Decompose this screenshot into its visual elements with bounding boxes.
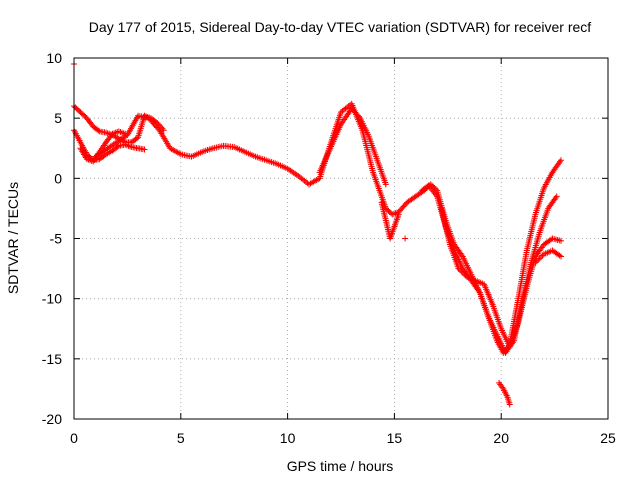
plot-frame — [73, 57, 609, 420]
y-tick-label: -20 — [42, 411, 62, 427]
x-tick-label: 0 — [70, 430, 78, 446]
data-point-marker — [558, 237, 565, 244]
data-point-marker — [533, 258, 540, 265]
data-point-marker — [424, 183, 431, 190]
data-point-marker — [536, 255, 543, 262]
x-tick-label: 10 — [280, 430, 296, 446]
series-arc-10 — [496, 379, 513, 408]
data-point-marker — [532, 259, 539, 266]
data-point-marker — [535, 256, 542, 263]
x-axis-label: GPS time / hours — [287, 458, 394, 474]
data-point-marker — [462, 272, 469, 279]
y-tick-label: 5 — [54, 110, 62, 126]
x-tick-label: 25 — [600, 430, 616, 446]
data-point-marker — [458, 268, 465, 275]
data-point-marker — [558, 253, 565, 260]
data-point-marker — [95, 127, 102, 134]
y-tick-label: -10 — [42, 291, 62, 307]
data-point-marker — [461, 271, 468, 278]
data-point-marker — [455, 265, 462, 272]
data-point-marker — [402, 235, 409, 242]
data-point-marker — [382, 181, 389, 188]
series-arc-9 — [532, 247, 565, 266]
x-tick-label: 15 — [387, 430, 403, 446]
series-arc-4 — [92, 100, 565, 356]
tick-layer: 0 5 10 15 20 25 10 5 0 -5 -10 -15 -20 — [42, 50, 616, 446]
y-tick-label: 10 — [46, 50, 62, 66]
data-point-marker — [459, 269, 466, 276]
data-point-marker — [356, 113, 363, 120]
data-point-marker — [553, 193, 560, 200]
data-point-marker — [506, 401, 513, 408]
y-tick-label: -15 — [42, 351, 62, 367]
y-tick-label: -5 — [50, 231, 63, 247]
data-point-marker — [539, 252, 546, 259]
series-arc-2 — [71, 103, 167, 146]
data-point-marker — [141, 146, 148, 153]
data-point-marker — [556, 252, 563, 259]
x-tick-label: 5 — [177, 430, 185, 446]
data-point-marker — [114, 143, 121, 150]
data-point-marker — [558, 157, 565, 164]
x-tick-label: 20 — [493, 430, 509, 446]
y-tick-label: 0 — [54, 170, 62, 186]
data-point-marker — [456, 266, 463, 273]
series-arc-8 — [438, 205, 565, 350]
data-layer — [71, 61, 565, 408]
data-point-marker — [395, 211, 402, 218]
series-arc-5 — [316, 105, 389, 188]
y-axis-label: SDTVAR / TECUs — [5, 182, 21, 294]
series-arc-6 — [378, 199, 402, 242]
data-point-marker — [538, 253, 545, 260]
chart-title: Day 177 of 2015, Sidereal Day-to-day VTE… — [89, 19, 591, 35]
